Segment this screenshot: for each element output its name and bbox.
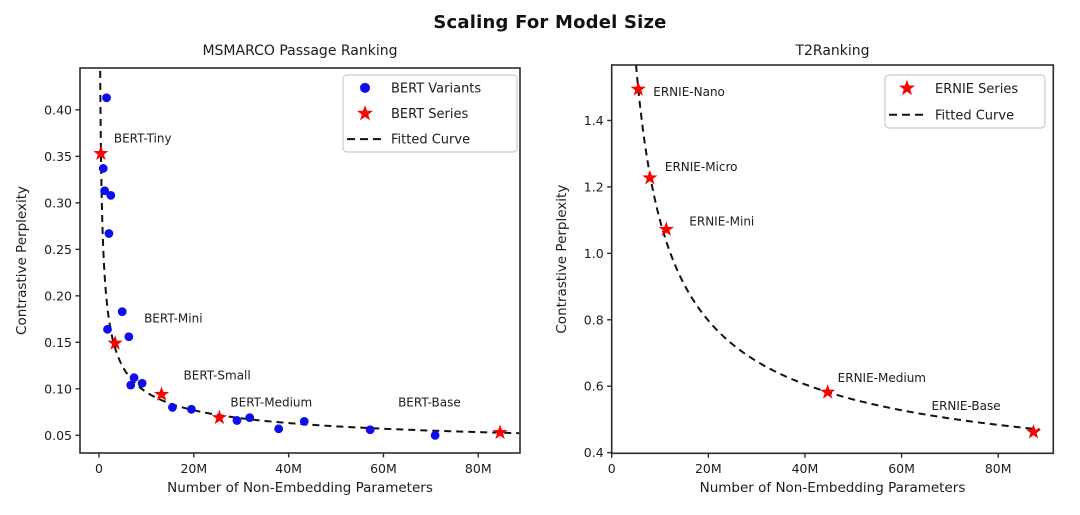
y-tick-label: 0.4 — [584, 445, 604, 460]
y-tick-label: 1.0 — [584, 246, 604, 261]
legend-label: BERT Series — [391, 107, 468, 122]
star-point — [492, 424, 508, 440]
plot-border — [79, 67, 521, 454]
legend: BERT Variants BERT Series Fitted Curve — [342, 74, 518, 153]
legend-dot-icon — [360, 82, 370, 93]
x-tick-label: 40M — [275, 461, 302, 476]
y-axis-label: Contrastive Perplexity — [554, 185, 570, 334]
chart-title: MSMARCO Passage Ranking — [202, 43, 397, 59]
x-axis-label: Number of Non-Embedding Parameters — [700, 480, 966, 496]
y-tick-label: 0.05 — [44, 428, 72, 443]
y-tick-label: 1.2 — [584, 179, 604, 194]
x-tick-label: 20M — [180, 461, 207, 476]
star-point — [820, 384, 836, 399]
chart-msmarco-passage-ranking: MSMARCO Passage Ranking 0 20M 40M 60M 80M 0.05… — [14, 43, 521, 496]
legend-star-icon — [356, 105, 374, 121]
y-axis-label: Contrastive Perplexity — [14, 186, 30, 335]
annotation-label: ERNIE-Mini — [689, 214, 754, 228]
annotation-label: BERT-Mini — [144, 311, 202, 325]
legend-label: Fitted Curve — [935, 108, 1014, 123]
y-tick-label: 0.40 — [44, 102, 72, 117]
y-tick-label: 0.35 — [44, 149, 72, 164]
y-tick-label: 0.8 — [584, 312, 604, 327]
chart-t2ranking: T2Ranking 0 20M 40M 60M 80M 0.4 0.6 0.8 1.0 1.2 1.4… — [554, 43, 1055, 496]
plot-border — [610, 64, 1055, 455]
y-tick-label: 0.10 — [44, 381, 72, 396]
star-point — [658, 221, 674, 236]
x-tick-label: 20M — [695, 461, 722, 476]
scatter-point — [168, 403, 177, 412]
star-point — [642, 169, 658, 185]
scatter-point — [104, 229, 114, 238]
scatter-point — [103, 324, 112, 334]
star-point — [93, 145, 109, 161]
figure-title: Scaling For Model Size — [433, 12, 667, 33]
star-point — [211, 409, 228, 425]
scatter-point — [102, 93, 111, 103]
x-tick-label: 80M — [465, 461, 492, 476]
annotation-label: BERT-Medium — [230, 396, 312, 410]
scatter-point — [365, 425, 375, 435]
scatter-point — [106, 191, 116, 200]
star-point — [630, 81, 646, 96]
scatter-point — [124, 332, 134, 342]
x-tick-label: 0 — [608, 461, 616, 476]
x-tick-label: 60M — [370, 461, 397, 476]
scatter-point — [126, 380, 136, 390]
y-tick-label: 0.30 — [44, 195, 72, 210]
scatter-point — [129, 373, 139, 383]
scatter-point — [430, 430, 440, 440]
legend-label: ERNIE Series — [935, 82, 1018, 97]
x-axis-label: Number of Non-Embedding Parameters — [167, 480, 433, 496]
y-tick-label: 0.20 — [44, 288, 72, 303]
annotation-label: ERNIE-Base — [931, 399, 1000, 413]
legend-label: BERT Variants — [391, 81, 481, 96]
fitted-curve — [99, 70, 520, 435]
fitted-curve — [635, 65, 1040, 431]
legend-box — [342, 74, 518, 153]
y-tick-label: 0.6 — [584, 379, 604, 394]
star-point — [107, 335, 123, 350]
annotation-label: ERNIE-Nano — [653, 85, 725, 99]
legend-box — [884, 74, 1046, 129]
annotation-label: BERT-Small — [184, 368, 251, 382]
star-point — [1025, 424, 1042, 439]
scatter-point — [187, 404, 196, 414]
scatter-point — [232, 416, 242, 425]
y-tick-label: 0.15 — [44, 335, 72, 350]
legend-star-icon — [898, 79, 916, 96]
x-tick-label: 0 — [95, 461, 103, 476]
x-tick-label: 80M — [985, 461, 1012, 476]
chart-title: T2Ranking — [794, 43, 869, 59]
y-tick-label: 1.4 — [584, 113, 604, 128]
legend: ERNIE Series Fitted Curve — [884, 74, 1046, 129]
scatter-point — [274, 424, 284, 434]
scatter-point — [245, 413, 255, 423]
annotation-label: BERT-Tiny — [114, 132, 172, 146]
annotation-label: ERNIE-Micro — [665, 160, 738, 174]
x-tick-label: 40M — [792, 461, 819, 476]
star-point — [153, 386, 170, 401]
scatter-point — [100, 186, 110, 196]
y-tick-label: 0.25 — [44, 242, 72, 257]
x-tick-label: 60M — [888, 461, 915, 476]
legend-label: Fitted Curve — [391, 133, 470, 148]
annotation-label: BERT-Base — [398, 396, 461, 410]
scatter-point — [299, 416, 309, 426]
scatter-point — [137, 378, 147, 388]
scatter-point — [98, 164, 108, 173]
annotation-label: ERNIE-Medium — [838, 371, 926, 385]
scatter-point — [117, 307, 127, 317]
